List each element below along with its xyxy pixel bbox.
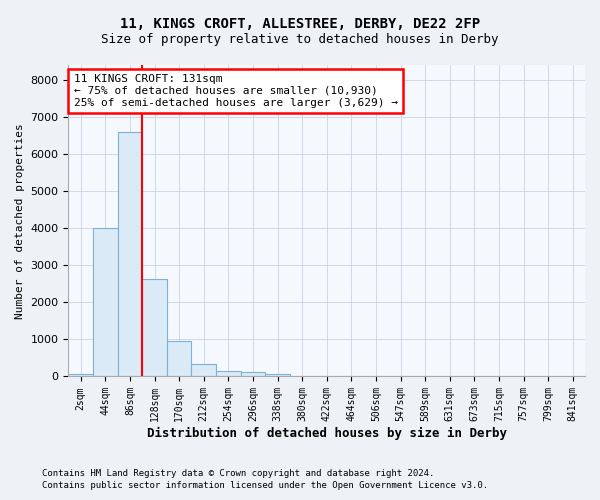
Bar	[265, 374, 290, 376]
Text: Size of property relative to detached houses in Derby: Size of property relative to detached ho…	[101, 32, 499, 46]
Bar	[93, 228, 118, 376]
Text: Contains HM Land Registry data © Crown copyright and database right 2024.: Contains HM Land Registry data © Crown c…	[42, 468, 434, 477]
Y-axis label: Number of detached properties: Number of detached properties	[15, 123, 25, 318]
Text: 11, KINGS CROFT, ALLESTREE, DERBY, DE22 2FP: 11, KINGS CROFT, ALLESTREE, DERBY, DE22 …	[120, 18, 480, 32]
Bar	[167, 341, 191, 376]
Bar	[142, 280, 167, 376]
Bar	[118, 132, 142, 376]
Text: Contains public sector information licensed under the Open Government Licence v3: Contains public sector information licen…	[42, 481, 488, 490]
X-axis label: Distribution of detached houses by size in Derby: Distribution of detached houses by size …	[147, 427, 507, 440]
Text: 11 KINGS CROFT: 131sqm
← 75% of detached houses are smaller (10,930)
25% of semi: 11 KINGS CROFT: 131sqm ← 75% of detached…	[74, 74, 398, 108]
Bar	[68, 374, 93, 376]
Bar	[241, 372, 265, 376]
Bar	[216, 371, 241, 376]
Bar	[191, 364, 216, 376]
